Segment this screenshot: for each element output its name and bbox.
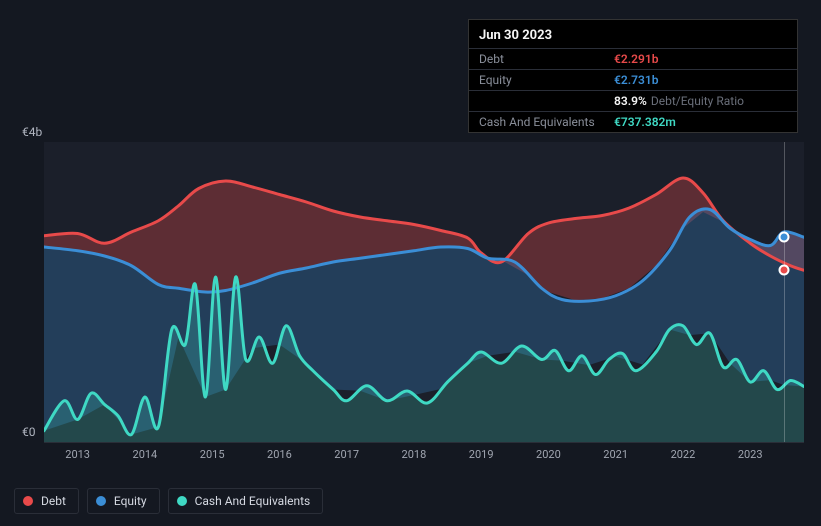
x-tick: 2019 <box>469 448 494 461</box>
gridline-bottom <box>44 442 804 443</box>
tooltip-row: Debt €2.291b <box>469 48 797 69</box>
legend-label: Equity <box>114 494 147 508</box>
x-axis: 2013 2014 2015 2016 2017 2018 2019 2020 2021 2022… <box>44 448 804 468</box>
tooltip-label <box>479 94 604 108</box>
x-tick: 2015 <box>200 448 225 461</box>
plot-area[interactable] <box>44 142 804 442</box>
tooltip-label: Debt <box>479 52 604 66</box>
legend-label: Cash And Equivalents <box>195 494 311 508</box>
x-tick: 2017 <box>334 448 359 461</box>
x-tick: 2016 <box>267 448 292 461</box>
x-tick: 2020 <box>536 448 561 461</box>
tooltip-value: €2.731b <box>614 73 658 87</box>
tooltip-label: Equity <box>479 73 604 87</box>
legend-dot-icon <box>177 496 187 506</box>
tooltip-panel: Jun 30 2023 Debt €2.291b Equity €2.731b … <box>468 19 798 133</box>
debt-equity-chart: €4b €0 201320142015201620172018201920202… <box>0 122 821 482</box>
tooltip-value: €2.291b <box>614 52 658 66</box>
marker-dot-equity <box>778 232 789 243</box>
x-tick: 2013 <box>65 448 90 461</box>
legend-item[interactable]: Equity <box>87 488 160 514</box>
legend: Debt Equity Cash And Equivalents <box>14 488 323 514</box>
x-tick: 2022 <box>671 448 696 461</box>
legend-dot-icon <box>23 496 33 506</box>
x-tick: 2023 <box>738 448 763 461</box>
legend-label: Debt <box>41 494 66 508</box>
hover-marker-line <box>784 142 785 442</box>
x-tick: 2021 <box>603 448 628 461</box>
legend-dot-icon <box>96 496 106 506</box>
y-label-top: €4b <box>22 125 42 139</box>
tooltip-row: Equity €2.731b <box>469 69 797 90</box>
tooltip-value: 83.9%Debt/Equity Ratio <box>614 94 744 108</box>
x-tick: 2018 <box>402 448 427 461</box>
tooltip-row: 83.9%Debt/Equity Ratio <box>469 90 797 111</box>
tooltip-date: Jun 30 2023 <box>469 26 797 48</box>
marker-dot-debt <box>778 265 789 276</box>
x-tick: 2014 <box>133 448 158 461</box>
y-label-bottom: €0 <box>22 425 36 439</box>
legend-item[interactable]: Debt <box>14 488 79 514</box>
legend-item[interactable]: Cash And Equivalents <box>168 488 324 514</box>
